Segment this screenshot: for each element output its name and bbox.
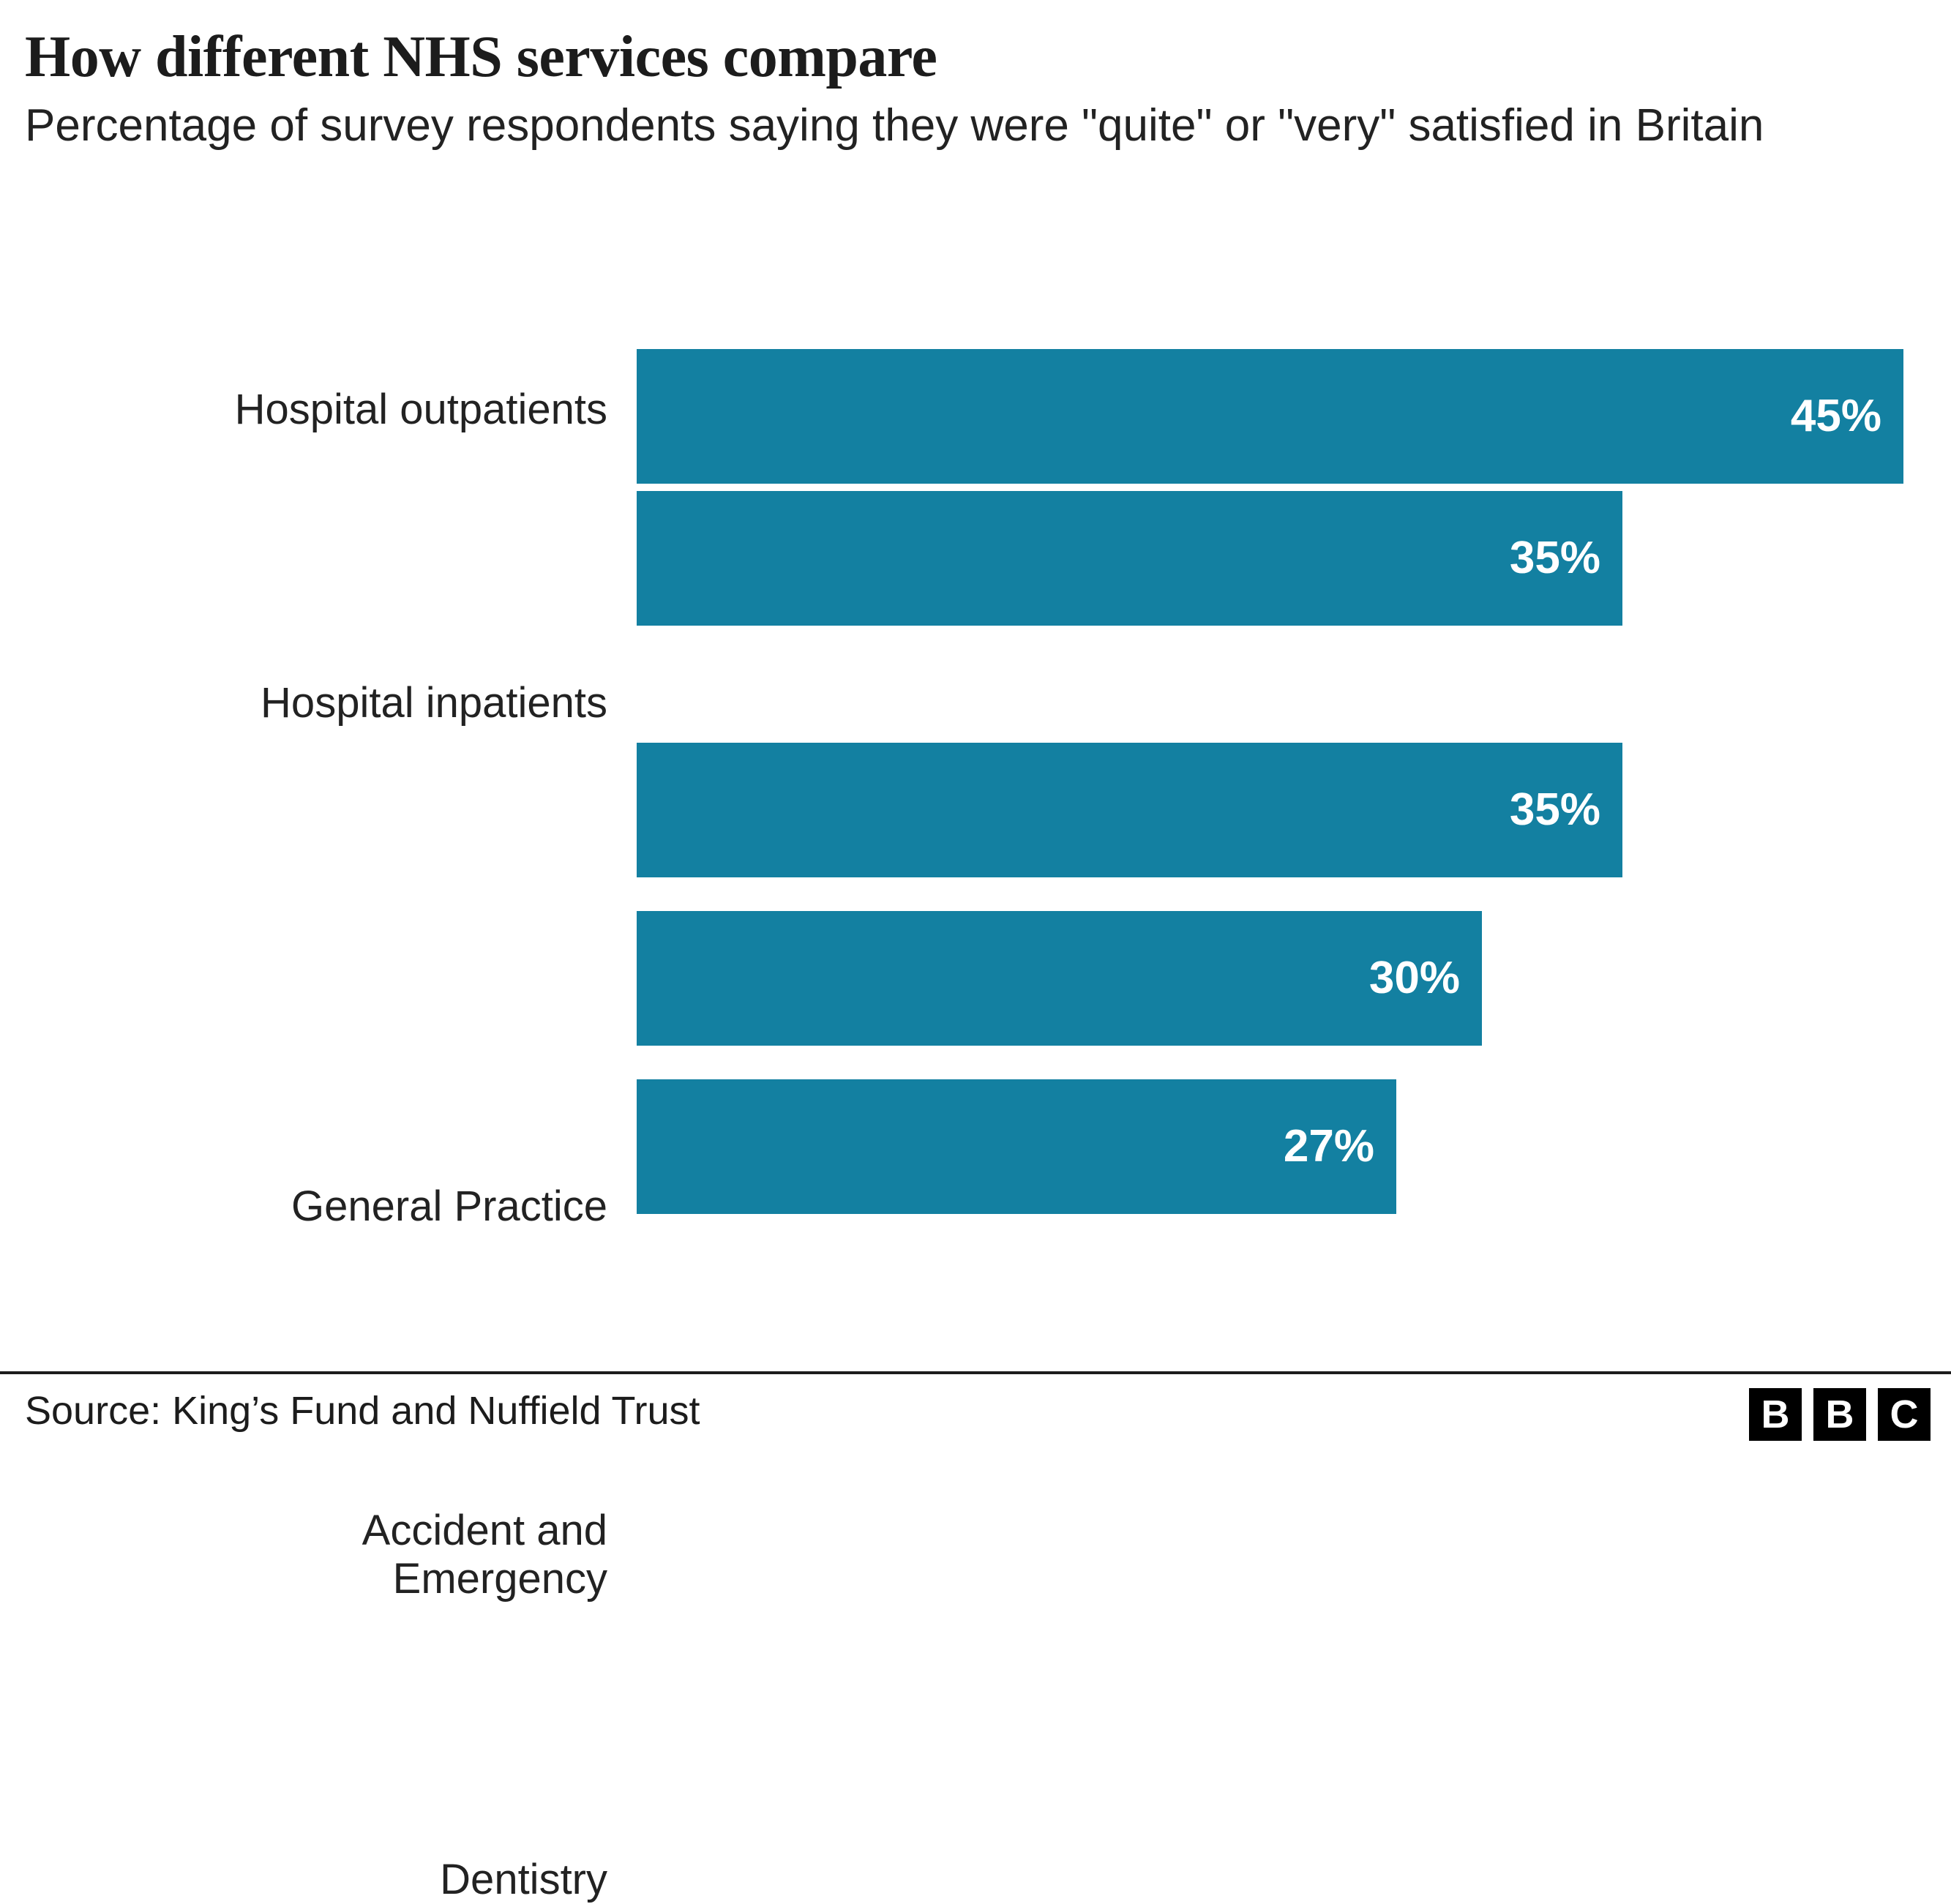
source-caption: Source: King’s Fund and Nuffield Trust: [25, 1389, 700, 1433]
bar-value-label: 35%: [1509, 533, 1600, 583]
bar-accident-and-emergency[interactable]: 30%: [637, 911, 1482, 1046]
bbc-logo: B B C: [1749, 1388, 1931, 1441]
bar-row: Hospital outpatients 45%: [0, 349, 1951, 484]
category-label: Hospital outpatients: [234, 386, 607, 433]
bbc-logo-block-1: B: [1749, 1388, 1802, 1441]
bar-row: Dentistry 27%: [0, 1079, 1951, 1903]
bar-value-label: 45%: [1790, 391, 1881, 441]
category-label: Hospital inpatients: [261, 679, 607, 727]
bar-value-label: 35%: [1509, 784, 1600, 835]
bar-row: General Practice 35%: [0, 743, 1951, 1230]
category-label: Dentistry: [440, 1856, 607, 1903]
bar-hospital-inpatients[interactable]: 35%: [637, 491, 1622, 626]
bbc-logo-block-3: C: [1878, 1388, 1931, 1441]
chart-header: How different NHS services compare Perce…: [25, 25, 1928, 152]
bar-general-practice[interactable]: 35%: [637, 743, 1622, 877]
bar-chart-plot-area: Hospital outpatients 45% Hospital inpati…: [0, 340, 1951, 1903]
footer-divider: [0, 1371, 1951, 1374]
category-label: Accident and Emergency: [362, 1507, 607, 1603]
bar-hospital-outpatients[interactable]: 45%: [637, 349, 1903, 484]
category-label: General Practice: [291, 1182, 607, 1230]
chart-canvas: How different NHS services compare Perce…: [0, 25, 1951, 1903]
page-title: How different NHS services compare: [25, 25, 937, 89]
bar-dentistry[interactable]: 27%: [637, 1079, 1396, 1214]
bar-row: Accident and Emergency 30%: [0, 911, 1951, 1603]
bar-value-label: 30%: [1368, 953, 1460, 1003]
chart-subtitle: Percentage of survey respondents saying …: [25, 100, 1764, 151]
bar-value-label: 27%: [1283, 1121, 1374, 1172]
bbc-logo-block-2: B: [1813, 1388, 1866, 1441]
bar-row: Hospital inpatients 35%: [0, 491, 1951, 727]
